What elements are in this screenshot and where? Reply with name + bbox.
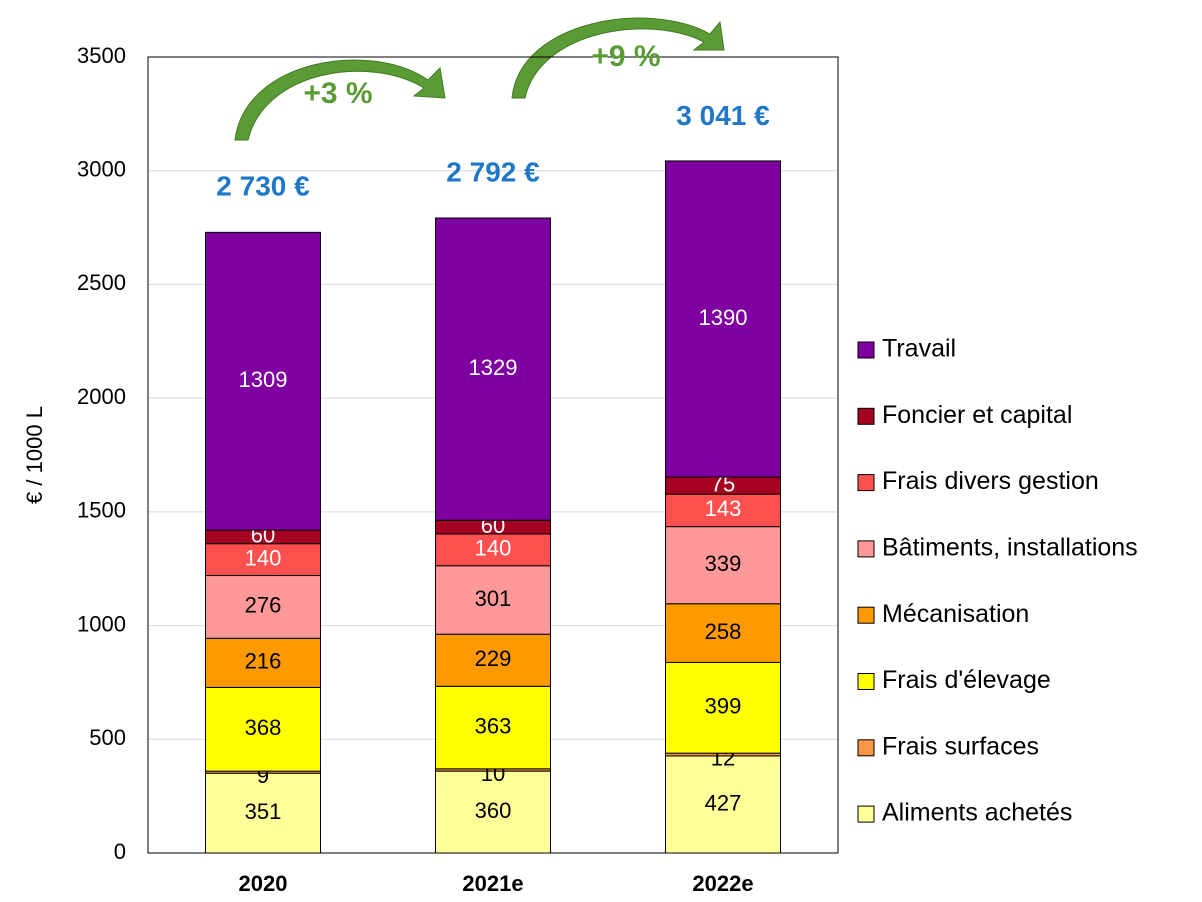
data-label: 339 bbox=[705, 551, 742, 576]
x-tick-label: 2022e bbox=[692, 871, 753, 896]
bar-segment bbox=[665, 755, 781, 854]
y-tick-label: 500 bbox=[89, 725, 126, 750]
x-tick-label: 2021e bbox=[462, 871, 523, 896]
data-label: 140 bbox=[475, 536, 512, 561]
legend-swatch bbox=[857, 341, 875, 359]
data-label: 1329 bbox=[469, 355, 518, 380]
y-tick-label: 3500 bbox=[77, 43, 126, 68]
total-label: 2 792 € bbox=[446, 156, 540, 187]
legend-label: Foncier et capital bbox=[882, 401, 1072, 429]
data-label: 216 bbox=[245, 649, 282, 674]
legend-swatch bbox=[857, 739, 875, 757]
bar-segment bbox=[435, 217, 551, 521]
legend-label: Mécanisation bbox=[882, 600, 1029, 628]
data-label: 427 bbox=[705, 790, 742, 815]
data-label: 363 bbox=[475, 713, 512, 738]
arrow bbox=[511, 17, 725, 99]
data-label: 258 bbox=[705, 619, 742, 644]
legend-swatch bbox=[857, 606, 875, 624]
bar-segment bbox=[435, 685, 551, 770]
legend-label: Aliments achetés bbox=[882, 799, 1072, 827]
data-label: 399 bbox=[705, 694, 742, 719]
arrow bbox=[234, 59, 446, 141]
legend-label: Frais surfaces bbox=[882, 732, 1039, 760]
bar-segment bbox=[435, 633, 551, 687]
y-tick-label: 1000 bbox=[77, 611, 126, 636]
y-tick-label: 3000 bbox=[77, 157, 126, 182]
total-label: 2 730 € bbox=[216, 171, 310, 202]
legend-label: Frais d'élevage bbox=[882, 666, 1051, 694]
data-label: 140 bbox=[245, 545, 282, 570]
legend-swatch bbox=[857, 407, 875, 425]
bar-segment bbox=[435, 770, 551, 854]
bar-segment bbox=[665, 661, 781, 754]
annotation: +3 % bbox=[303, 77, 372, 110]
bar-segment bbox=[435, 533, 551, 567]
data-label: 368 bbox=[245, 715, 282, 740]
data-label: 360 bbox=[475, 798, 512, 823]
data-label: 229 bbox=[475, 646, 512, 671]
annotation: +9 % bbox=[591, 40, 660, 73]
legend-label: Frais divers gestion bbox=[882, 467, 1099, 495]
data-label: 1309 bbox=[239, 367, 288, 392]
bar-segment bbox=[205, 543, 321, 577]
legend-swatch bbox=[857, 805, 875, 823]
bar-segment bbox=[205, 575, 321, 639]
data-label: 351 bbox=[245, 799, 282, 824]
legend-swatch bbox=[857, 540, 875, 558]
data-label: 301 bbox=[475, 586, 512, 611]
data-label: 1390 bbox=[699, 305, 748, 330]
bar-segment bbox=[665, 526, 781, 605]
y-axis-label: € / 1000 L bbox=[22, 406, 47, 504]
bar-segment bbox=[205, 231, 321, 531]
bar-segment bbox=[435, 565, 551, 635]
bar-segment bbox=[665, 160, 781, 478]
data-label: 143 bbox=[705, 496, 742, 521]
y-tick-label: 0 bbox=[114, 839, 126, 864]
y-tick-label: 2000 bbox=[77, 384, 126, 409]
total-label: 3 041 € bbox=[676, 100, 770, 131]
bar-segment bbox=[665, 603, 781, 663]
y-tick-label: 2500 bbox=[77, 270, 126, 295]
bar-segment bbox=[205, 637, 321, 688]
growth-arrows bbox=[234, 17, 725, 141]
legend-label: Bâtiments, installations bbox=[882, 534, 1138, 562]
legend-label: Travail bbox=[882, 335, 956, 363]
x-tick-label: 2020 bbox=[239, 871, 288, 896]
y-tick-label: 1500 bbox=[77, 498, 126, 523]
data-label: 276 bbox=[245, 593, 282, 618]
legend-swatch bbox=[857, 673, 875, 690]
bar-segment bbox=[205, 686, 321, 772]
legend-swatch bbox=[857, 474, 875, 492]
bar-segment bbox=[205, 772, 321, 854]
